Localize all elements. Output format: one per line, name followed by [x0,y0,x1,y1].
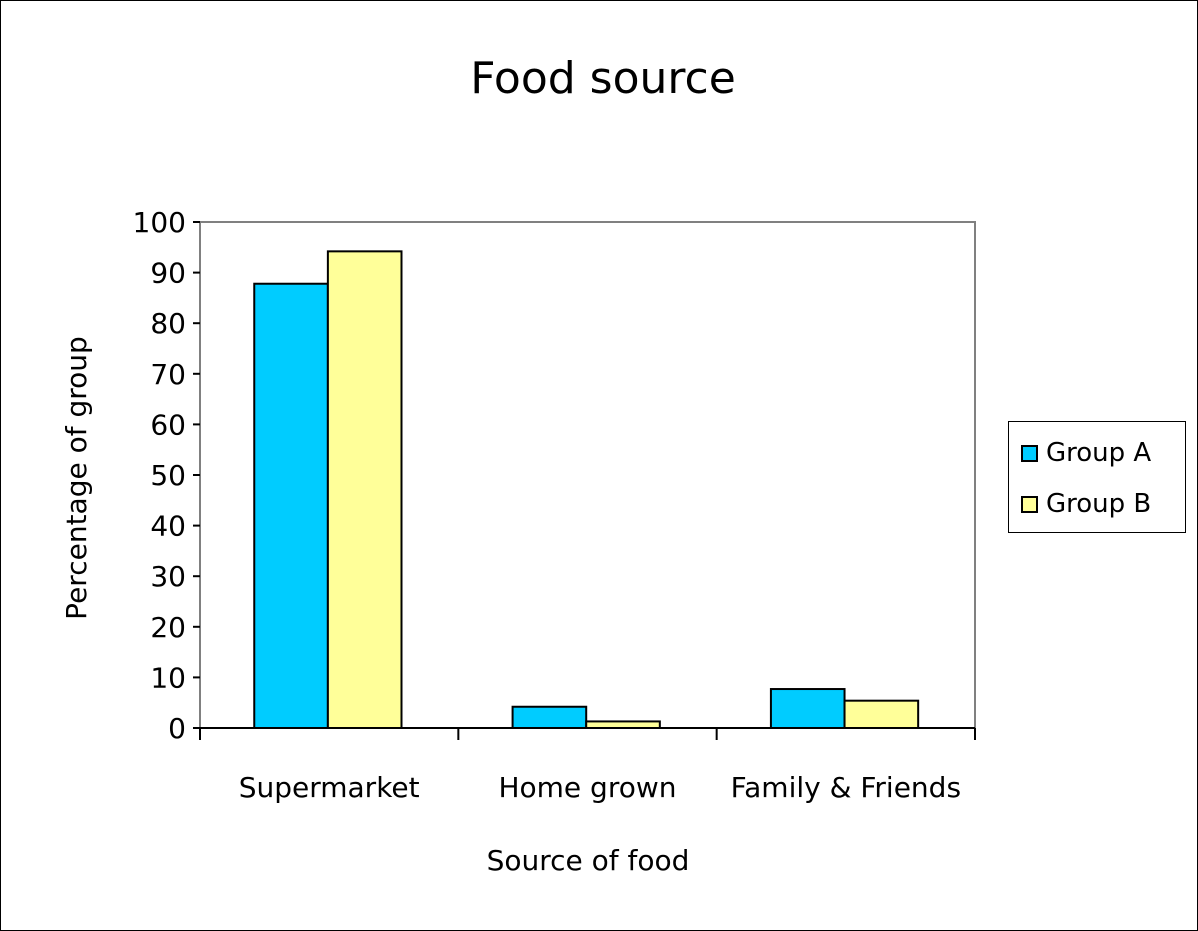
legend-item-group-a: Group A [1021,438,1151,468]
y-axis: 0 10 20 30 40 50 60 70 80 90 100 [133,206,200,745]
bar-group-a-0 [253,282,329,729]
y-tick-label: 100 [133,206,186,239]
legend-swatch-group-b [1021,495,1038,513]
bar-group-b-2 [843,699,920,730]
y-axis-label: Percentage of group [60,336,93,620]
legend-label-group-b: Group B [1046,489,1152,519]
x-tick-label: Family & Friends [731,771,961,804]
y-tick-label: 20 [150,611,186,644]
legend-label-group-a: Group A [1046,438,1152,468]
y-tick-label: 50 [150,459,186,492]
y-tick-label: 90 [150,257,186,290]
y-tick-label: 80 [150,307,186,340]
legend: Group A Group B [1008,421,1186,533]
y-tick-label: 60 [150,408,186,441]
bars-group [253,250,920,730]
y-tick-label: 40 [150,510,186,543]
y-tick-label: 10 [150,661,186,694]
bar-group-a-1 [511,705,588,729]
y-tick-label: 70 [150,358,186,391]
x-axis: Supermarket Home grown Family & Friends [199,728,976,804]
chart-title: Food source [470,53,736,104]
x-tick-label: Home grown [498,771,676,804]
legend-item-group-b: Group B [1021,489,1151,519]
x-axis-label: Source of food [487,844,690,877]
y-tick-label: 0 [168,712,186,745]
x-tick-label: Supermarket [239,771,420,804]
bar-group-a-2 [769,688,846,730]
legend-swatch-group-a [1021,444,1038,462]
bar-group-b-0 [326,250,403,730]
y-tick-label: 30 [150,560,186,593]
